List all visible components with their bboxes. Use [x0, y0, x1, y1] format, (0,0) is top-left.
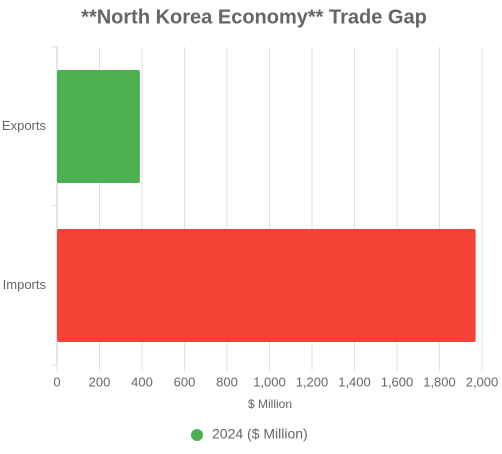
x-tick-label: 400	[131, 374, 153, 389]
bar	[57, 70, 140, 183]
x-tick-label: 600	[174, 374, 196, 389]
chart-title: **North Korea Economy** Trade Gap	[81, 6, 427, 28]
x-tick-label: 1,600	[381, 374, 414, 389]
x-axis-label: $ Million	[248, 397, 292, 411]
y-tick-label: Imports	[3, 277, 47, 292]
y-tick-label: Exports	[2, 118, 47, 133]
legend-marker	[191, 429, 203, 441]
x-tick-label: 1,200	[296, 374, 329, 389]
x-tick-label: 0	[53, 374, 60, 389]
x-tick-label: 800	[216, 374, 238, 389]
x-tick-label: 1,400	[338, 374, 371, 389]
x-tick-label: 200	[89, 374, 111, 389]
x-tick-label: 1,000	[253, 374, 286, 389]
x-tick-label: 2,000	[466, 374, 499, 389]
legend-label: 2024 ($ Million)	[212, 426, 308, 442]
x-tick-label: 1,800	[423, 374, 456, 389]
bar	[57, 229, 476, 342]
